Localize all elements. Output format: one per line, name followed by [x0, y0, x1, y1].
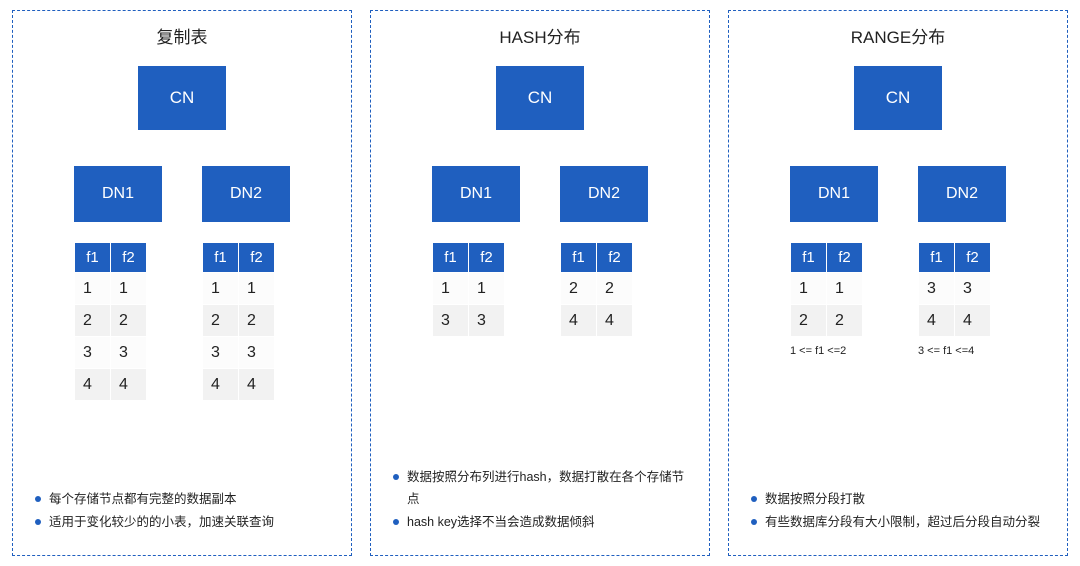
cell: 3: [75, 337, 111, 369]
dn-col: DN1 f1f2 11 22 1 <= f1 <=2: [790, 166, 878, 357]
data-table: f1f2 11 22: [790, 242, 863, 337]
col-header: f1: [791, 243, 827, 273]
data-table: f1f2 11 22 33 44: [74, 242, 147, 401]
cell: 2: [597, 273, 633, 305]
data-table: f1f2 33 44: [918, 242, 991, 337]
cell: 2: [203, 305, 239, 337]
dn-row: DN1 f1f2 11 22 33 44 DN2 f1f2 11 22 33 4…: [29, 166, 335, 401]
panel-title: RANGE分布: [745, 23, 1051, 48]
range-note: 3 <= f1 <=4: [918, 345, 974, 357]
bullet-list: 每个存储节点都有完整的数据副本 适用于变化较少的的小表，加速关联查询: [29, 488, 335, 543]
cell: 3: [203, 337, 239, 369]
cn-node: CN: [138, 66, 226, 130]
cell: 1: [433, 273, 469, 305]
cell: 2: [791, 305, 827, 337]
cell: 2: [75, 305, 111, 337]
dn-node: DN1: [790, 166, 878, 222]
cell: 4: [919, 305, 955, 337]
col-header: f1: [203, 243, 239, 273]
col-header: f2: [239, 243, 275, 273]
bullet-item: 适用于变化较少的的小表，加速关联查询: [35, 511, 335, 534]
cell: 4: [955, 305, 991, 337]
dn-col: DN2 f1f2 22 44: [560, 166, 648, 337]
col-header: f1: [75, 243, 111, 273]
cell: 3: [469, 305, 505, 337]
bullet-item: 数据按照分布列进行hash，数据打散在各个存储节点: [393, 466, 693, 511]
range-note: 1 <= f1 <=2: [790, 345, 846, 357]
cell: 3: [433, 305, 469, 337]
col-header: f2: [111, 243, 147, 273]
cn-node: CN: [496, 66, 584, 130]
bullet-item: hash key选择不当会造成数据倾斜: [393, 511, 693, 534]
cell: 1: [75, 273, 111, 305]
cell: 4: [203, 369, 239, 401]
bullet-item: 每个存储节点都有完整的数据副本: [35, 488, 335, 511]
bullet-list: 数据按照分段打散 有些数据库分段有大小限制，超过后分段自动分裂: [745, 488, 1051, 543]
dn-node: DN2: [918, 166, 1006, 222]
cell: 3: [239, 337, 275, 369]
cell: 2: [561, 273, 597, 305]
cell: 4: [111, 369, 147, 401]
data-table: f1f2 22 44: [560, 242, 633, 337]
cell: 1: [239, 273, 275, 305]
col-header: f1: [561, 243, 597, 273]
bullet-list: 数据按照分布列进行hash，数据打散在各个存储节点 hash key选择不当会造…: [387, 466, 693, 544]
cell: 1: [469, 273, 505, 305]
cell: 4: [239, 369, 275, 401]
col-header: f2: [827, 243, 863, 273]
data-table: f1f2 11 22 33 44: [202, 242, 275, 401]
cell: 3: [111, 337, 147, 369]
panel-title: HASH分布: [387, 23, 693, 48]
dn-node: DN1: [432, 166, 520, 222]
dn-col: DN1 f1f2 11 22 33 44: [74, 166, 162, 401]
dn-col: DN2 f1f2 11 22 33 44: [202, 166, 290, 401]
data-table: f1f2 11 33: [432, 242, 505, 337]
dn-node: DN1: [74, 166, 162, 222]
cell: 3: [919, 273, 955, 305]
dn-node: DN2: [202, 166, 290, 222]
cell: 2: [827, 305, 863, 337]
cell: 4: [75, 369, 111, 401]
col-header: f1: [919, 243, 955, 273]
cell: 1: [111, 273, 147, 305]
bullet-item: 有些数据库分段有大小限制，超过后分段自动分裂: [751, 511, 1051, 534]
col-header: f2: [955, 243, 991, 273]
dn-node: DN2: [560, 166, 648, 222]
panel-hash: HASH分布 CN DN1 f1f2 11 33 DN2 f1f2 22 44 …: [370, 10, 710, 556]
panel-replication: 复制表 CN DN1 f1f2 11 22 33 44 DN2 f1f2 11 …: [12, 10, 352, 556]
cell: 1: [791, 273, 827, 305]
cell: 3: [955, 273, 991, 305]
dn-col: DN1 f1f2 11 33: [432, 166, 520, 337]
cell: 4: [561, 305, 597, 337]
col-header: f1: [433, 243, 469, 273]
dn-row: DN1 f1f2 11 22 1 <= f1 <=2 DN2 f1f2 33 4…: [745, 166, 1051, 357]
panel-range: RANGE分布 CN DN1 f1f2 11 22 1 <= f1 <=2 DN…: [728, 10, 1068, 556]
col-header: f2: [469, 243, 505, 273]
cell: 2: [111, 305, 147, 337]
panel-title: 复制表: [29, 23, 335, 48]
dn-row: DN1 f1f2 11 33 DN2 f1f2 22 44: [387, 166, 693, 337]
cn-node: CN: [854, 66, 942, 130]
bullet-item: 数据按照分段打散: [751, 488, 1051, 511]
cell: 2: [239, 305, 275, 337]
cell: 4: [597, 305, 633, 337]
cell: 1: [203, 273, 239, 305]
col-header: f2: [597, 243, 633, 273]
dn-col: DN2 f1f2 33 44 3 <= f1 <=4: [918, 166, 1006, 357]
cell: 1: [827, 273, 863, 305]
